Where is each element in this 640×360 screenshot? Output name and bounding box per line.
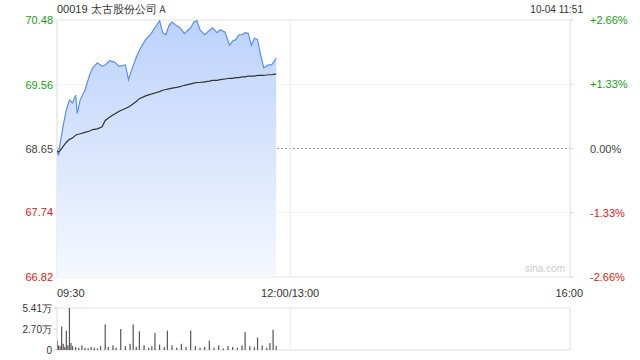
y2-tick-label: -2.66%	[590, 271, 625, 283]
y2-tick-label: -1.33%	[590, 207, 625, 219]
price-line	[57, 21, 276, 156]
volume-bar	[136, 347, 137, 350]
y-tick-label: 69.56	[25, 79, 53, 91]
y-tick-label: 68.65	[25, 143, 53, 155]
volume-bar	[61, 327, 62, 350]
average-line	[57, 74, 276, 152]
x-tick-label: 12:00/13:00	[261, 287, 319, 299]
volume-frame	[57, 308, 570, 350]
y-tick-label: 67.74	[25, 206, 53, 218]
volume-bar	[148, 348, 149, 350]
volume-bar	[269, 343, 270, 350]
watermark: sina.com	[525, 263, 565, 274]
x-grid-line	[290, 20, 291, 277]
y2-tick-label: +2.66%	[590, 14, 628, 26]
volume-bar	[272, 330, 273, 350]
x-tick-label: 16:00	[555, 287, 583, 299]
x-tick-label: 09:30	[57, 287, 85, 299]
volume-bar	[237, 348, 238, 350]
volume-bar	[105, 324, 106, 350]
volume-y-tick	[54, 350, 57, 351]
volume-bar	[94, 348, 95, 350]
volume-y-label: 5.41万	[23, 303, 52, 314]
volume-bar	[151, 346, 152, 350]
volume-bar	[91, 347, 92, 350]
volume-bar	[72, 346, 73, 350]
volume-bar	[254, 347, 255, 350]
volume-bar	[209, 341, 210, 350]
volume-bar	[63, 344, 64, 350]
volume-bar	[276, 346, 277, 350]
volume-bar	[125, 346, 126, 350]
price-area	[57, 21, 276, 277]
volume-bar	[143, 345, 144, 350]
chart-root: 00019 太古股份公司Ａ 10-04 11:51 66.82 67.74 68.65 6…	[0, 0, 640, 360]
volume-bar	[64, 347, 65, 350]
volume-bar	[181, 344, 182, 350]
series-group	[57, 21, 276, 277]
plot-frame	[57, 20, 570, 277]
volume-bar	[185, 347, 186, 350]
volume-bar	[100, 346, 101, 350]
volume-bar	[120, 329, 121, 350]
volume-bar	[176, 348, 177, 350]
volume-bar	[213, 348, 214, 350]
volume-bar	[249, 346, 250, 350]
x-grid-line	[570, 20, 571, 277]
volume-bar	[159, 345, 160, 350]
volume-bar	[58, 345, 59, 350]
volume-bar	[245, 332, 246, 350]
volume-bar	[112, 345, 113, 350]
volume-bar	[139, 331, 140, 350]
volume-bar	[190, 331, 191, 350]
volume-bar	[262, 345, 263, 350]
volume-bar	[60, 346, 61, 350]
volume-bar	[84, 348, 85, 350]
volume-bar	[75, 347, 76, 350]
volume-x-grid	[290, 308, 291, 350]
volume-bar	[70, 343, 71, 350]
volume-bar	[78, 348, 79, 350]
volume-y-label: 0	[46, 345, 52, 356]
volume-bar	[227, 346, 228, 350]
y-tick-label: 70.48	[25, 14, 53, 26]
volume-bar	[266, 348, 267, 350]
volume-bar	[67, 345, 68, 350]
volume-y-tick	[54, 308, 57, 309]
volume-bar	[115, 348, 116, 350]
volume-bar	[241, 345, 242, 350]
volume-bar	[171, 345, 172, 350]
volume-x-grid	[570, 308, 571, 350]
volume-bar	[204, 347, 205, 350]
volume-bar	[167, 331, 168, 350]
y2-tick-label: 0.00%	[590, 143, 621, 155]
volume-bar	[154, 333, 155, 350]
volume-bar	[81, 345, 82, 350]
volume-bar	[129, 344, 130, 350]
volume-bar	[69, 308, 70, 350]
volume-bar	[108, 347, 109, 350]
y-tick-label: 66.82	[25, 271, 53, 283]
volume-bar	[223, 348, 224, 350]
volume-bar	[133, 324, 134, 350]
volume-y-label: 2.70万	[23, 324, 52, 335]
title: 00019 太古股份公司Ａ	[57, 3, 168, 15]
volume-y-tick	[54, 329, 57, 330]
subtitle: 10-04 11:51	[530, 4, 583, 15]
volume-bar	[257, 338, 258, 350]
volume-bar	[199, 348, 200, 350]
volume-bar	[195, 346, 196, 350]
volume-group	[57, 308, 277, 350]
volume-bar	[66, 331, 67, 350]
y2-tick-label: +1.33%	[590, 78, 628, 90]
volume-bar	[97, 348, 98, 350]
volume-bar	[57, 341, 58, 350]
volume-bar	[232, 347, 233, 350]
volume-bar	[218, 345, 219, 350]
volume-bar	[164, 347, 165, 350]
grid-line	[57, 20, 570, 21]
volume-bar	[87, 348, 88, 350]
